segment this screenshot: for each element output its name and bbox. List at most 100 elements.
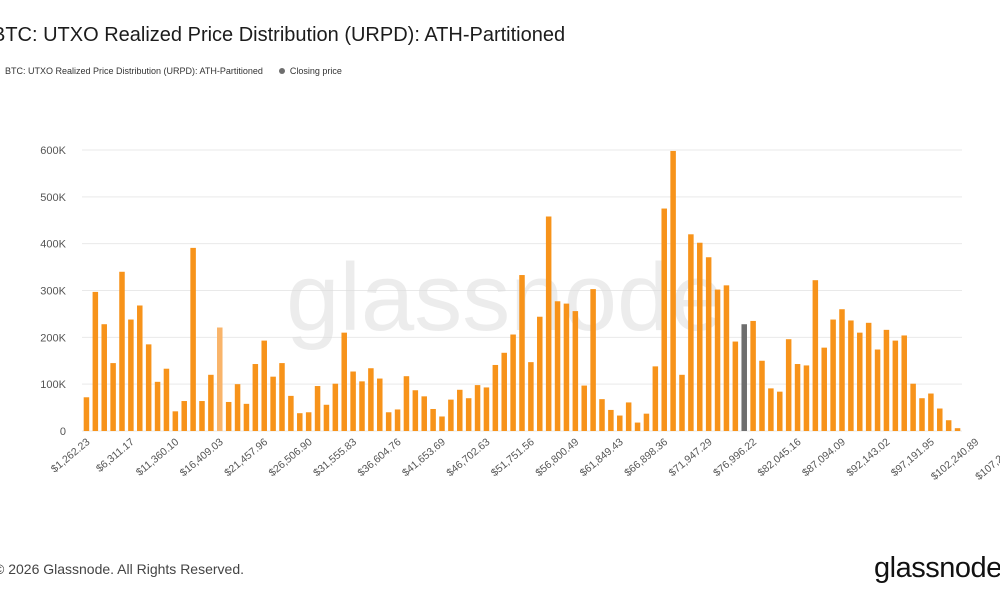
- bar[interactable]: [554, 301, 561, 431]
- bar[interactable]: [768, 388, 774, 431]
- bar[interactable]: [377, 378, 383, 431]
- bar[interactable]: [279, 363, 285, 431]
- closing-price-bar[interactable]: [741, 324, 747, 431]
- bar[interactable]: [385, 412, 392, 431]
- bar[interactable]: [617, 415, 623, 431]
- bar[interactable]: [954, 428, 961, 431]
- bar[interactable]: [750, 320, 756, 431]
- bar[interactable]: [785, 339, 792, 431]
- bar[interactable]: [163, 368, 170, 431]
- bar[interactable]: [901, 335, 907, 431]
- bar[interactable]: [492, 364, 499, 431]
- bar[interactable]: [732, 341, 739, 431]
- bar[interactable]: [128, 319, 134, 431]
- bar[interactable]: [181, 401, 187, 431]
- bar[interactable]: [297, 413, 303, 431]
- bar[interactable]: [190, 247, 196, 431]
- bar[interactable]: [857, 332, 863, 431]
- bar[interactable]: [821, 347, 827, 431]
- bar[interactable]: [528, 362, 534, 431]
- bar[interactable]: [865, 322, 872, 431]
- bar[interactable]: [599, 399, 605, 431]
- bar[interactable]: [928, 393, 934, 431]
- bar[interactable]: [803, 365, 810, 431]
- bar[interactable]: [723, 285, 730, 431]
- bar[interactable]: [474, 385, 481, 431]
- bar[interactable]: [937, 408, 943, 431]
- bar[interactable]: [510, 334, 516, 431]
- bar[interactable]: [439, 416, 445, 431]
- bar[interactable]: [332, 383, 339, 431]
- bar[interactable]: [608, 409, 614, 431]
- bar[interactable]: [581, 385, 587, 431]
- bar[interactable]: [234, 384, 241, 431]
- bar[interactable]: [217, 327, 223, 432]
- bar[interactable]: [874, 349, 881, 431]
- bar[interactable]: [261, 340, 267, 431]
- bar[interactable]: [341, 332, 347, 431]
- bar[interactable]: [839, 309, 845, 431]
- bar[interactable]: [679, 374, 685, 431]
- bar[interactable]: [368, 368, 374, 431]
- bar[interactable]: [794, 364, 801, 431]
- bar[interactable]: [910, 383, 916, 431]
- bar[interactable]: [945, 420, 952, 431]
- bar[interactable]: [421, 396, 427, 431]
- bar[interactable]: [225, 401, 232, 431]
- bar[interactable]: [92, 291, 99, 431]
- bar[interactable]: [688, 234, 694, 431]
- bar[interactable]: [350, 371, 356, 431]
- bar[interactable]: [697, 242, 703, 431]
- bar[interactable]: [705, 257, 712, 431]
- bar[interactable]: [154, 381, 161, 431]
- bar[interactable]: [270, 376, 276, 431]
- bar[interactable]: [652, 366, 659, 431]
- bar[interactable]: [670, 150, 676, 431]
- bar[interactable]: [483, 387, 490, 431]
- bar[interactable]: [919, 398, 925, 431]
- bar[interactable]: [661, 208, 667, 431]
- bar[interactable]: [465, 398, 472, 431]
- bar[interactable]: [848, 320, 854, 431]
- bar[interactable]: [252, 364, 259, 431]
- bar[interactable]: [110, 363, 116, 431]
- bar[interactable]: [412, 390, 419, 431]
- bar[interactable]: [172, 411, 179, 431]
- bar[interactable]: [830, 319, 836, 431]
- bar[interactable]: [137, 305, 143, 431]
- bar[interactable]: [812, 280, 819, 431]
- bar[interactable]: [883, 329, 890, 431]
- bar[interactable]: [634, 422, 641, 431]
- bar[interactable]: [314, 386, 321, 431]
- bar[interactable]: [457, 389, 463, 431]
- bar[interactable]: [777, 391, 783, 431]
- bar[interactable]: [430, 408, 436, 431]
- legend-item-closing-price[interactable]: Closing price: [278, 66, 342, 76]
- bar[interactable]: [563, 303, 570, 431]
- bar[interactable]: [83, 397, 90, 431]
- bar[interactable]: [403, 376, 410, 431]
- bar[interactable]: [199, 401, 205, 431]
- bar[interactable]: [572, 311, 579, 431]
- bar[interactable]: [288, 395, 294, 432]
- bar[interactable]: [119, 271, 125, 431]
- bar[interactable]: [714, 289, 721, 431]
- bar[interactable]: [519, 275, 525, 431]
- bar[interactable]: [359, 381, 365, 431]
- bar[interactable]: [590, 289, 596, 431]
- bar[interactable]: [305, 412, 312, 431]
- bar[interactable]: [145, 344, 152, 431]
- bar[interactable]: [537, 316, 543, 431]
- bar[interactable]: [501, 352, 507, 431]
- bar[interactable]: [892, 340, 899, 431]
- bar[interactable]: [448, 399, 454, 431]
- bar[interactable]: [323, 404, 330, 431]
- bar[interactable]: [394, 409, 401, 431]
- bar[interactable]: [625, 402, 632, 431]
- bar[interactable]: [545, 216, 552, 432]
- bar[interactable]: [101, 324, 107, 431]
- legend-item-urpd[interactable]: BTC: UTXO Realized Price Distribution (U…: [0, 66, 263, 76]
- bar[interactable]: [208, 374, 214, 431]
- bar[interactable]: [643, 413, 650, 431]
- bar[interactable]: [759, 360, 765, 431]
